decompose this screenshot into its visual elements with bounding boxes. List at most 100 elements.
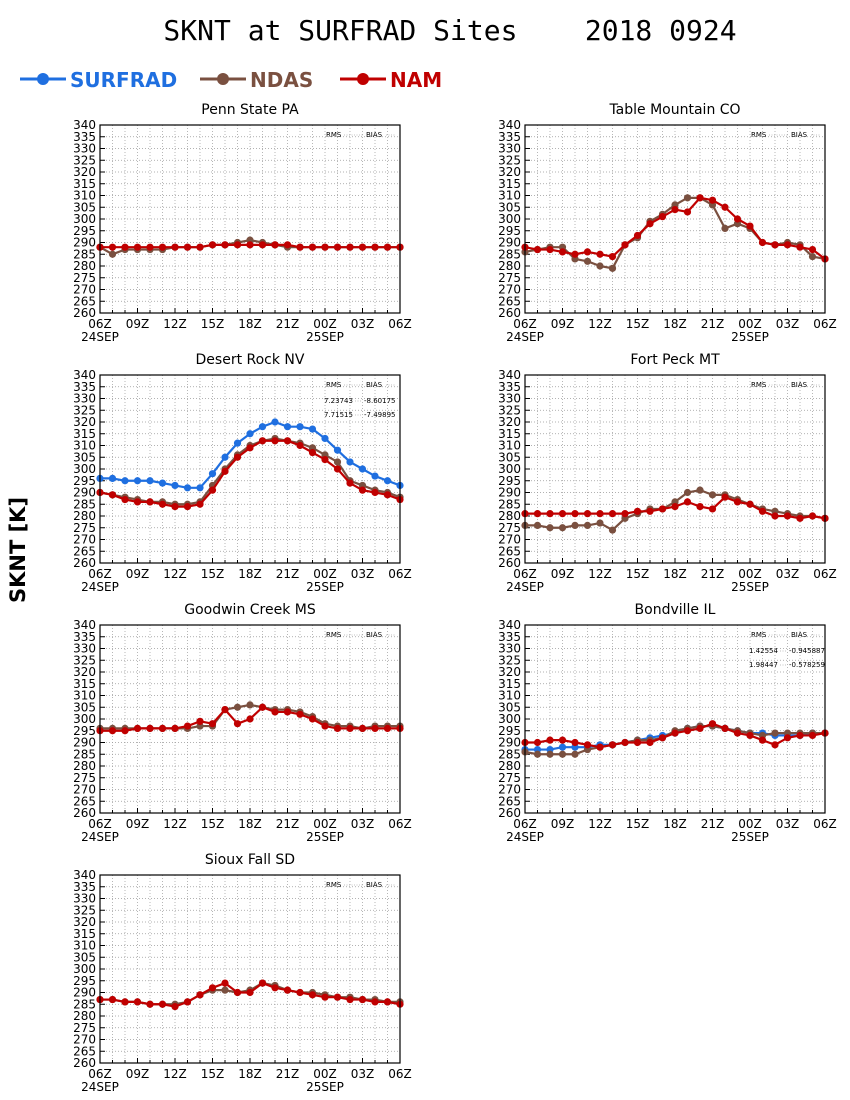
data-point-ndas xyxy=(596,519,604,527)
data-point-nam xyxy=(246,988,254,997)
data-point-nam xyxy=(596,510,604,518)
data-point-nam xyxy=(196,243,204,251)
data-point-nam xyxy=(183,722,192,730)
stats-header-bias: BIAS xyxy=(366,631,383,639)
y-tick-label: 330 xyxy=(498,142,521,156)
date-label: 24SEP xyxy=(506,830,544,844)
panel-title: Desert Rock NV xyxy=(196,352,305,368)
x-tick-label: 03Z xyxy=(776,567,800,581)
data-point-nam xyxy=(321,456,329,464)
data-point-surfrad xyxy=(271,418,279,426)
y-tick-label: 340 xyxy=(73,368,96,382)
plot-frame xyxy=(524,124,826,314)
data-point-nam xyxy=(783,241,792,249)
data-point-ndas xyxy=(808,253,817,261)
x-tick-label: 15Z xyxy=(201,1067,225,1081)
data-point-nam xyxy=(771,512,779,520)
date-label: 24SEP xyxy=(81,830,119,844)
data-point-nam xyxy=(796,731,804,740)
data-point-nam xyxy=(808,731,817,740)
data-point-nam xyxy=(771,241,779,249)
y-tick-label: 310 xyxy=(73,439,96,453)
panel-4: Goodwin Creek MS 260265270275280285290295… xyxy=(73,602,412,844)
y-tick-label: 280 xyxy=(73,509,96,523)
legend-marker-nam xyxy=(357,73,369,85)
data-point-ndas xyxy=(533,521,542,530)
y-tick-label: 330 xyxy=(73,642,96,656)
data-point-surfrad xyxy=(171,481,179,490)
y-tick-label: 265 xyxy=(498,794,521,808)
data-point-nam xyxy=(558,248,567,256)
data-point-nam xyxy=(358,995,367,1004)
x-tick-label: 06Z xyxy=(88,317,112,331)
y-tick-label: 310 xyxy=(73,689,96,703)
data-point-surfrad xyxy=(246,430,254,438)
x-tick-label: 12Z xyxy=(163,317,187,331)
data-point-nam xyxy=(671,503,679,511)
y-tick-label: 285 xyxy=(498,497,521,511)
legend-label-nam: NAM xyxy=(390,68,442,92)
data-point-nam xyxy=(146,1000,154,1008)
stats-rms-value: 1.98447 xyxy=(749,661,778,669)
data-point-nam xyxy=(158,724,167,733)
legend-label-surfrad: SURFRAD xyxy=(70,68,177,92)
date-label: 25SEP xyxy=(306,830,344,844)
y-tick-label: 280 xyxy=(498,759,521,773)
y-tick-label: 275 xyxy=(73,271,96,285)
data-point-ndas xyxy=(708,491,717,499)
y-tick-label: 325 xyxy=(73,153,96,167)
data-point-nam xyxy=(383,491,392,499)
data-point-nam xyxy=(221,467,229,475)
y-tick-label: 330 xyxy=(498,392,521,406)
data-point-nam xyxy=(708,196,717,204)
y-tick-label: 315 xyxy=(73,677,96,691)
y-tick-label: 325 xyxy=(498,153,521,167)
y-tick-label: 265 xyxy=(73,1044,96,1058)
x-tick-label: 06Z xyxy=(388,317,412,331)
y-tick-label: 275 xyxy=(498,771,521,785)
data-point-surfrad xyxy=(196,484,204,492)
data-point-nam xyxy=(208,486,217,494)
x-tick-label: 03Z xyxy=(351,817,375,831)
data-point-nam xyxy=(233,241,242,249)
data-point-nam xyxy=(321,722,329,730)
y-tick-label: 295 xyxy=(73,474,96,488)
data-point-nam xyxy=(808,512,817,520)
x-tick-label: 21Z xyxy=(276,317,300,331)
x-tick-label: 15Z xyxy=(626,317,650,331)
x-tick-label: 06Z xyxy=(813,567,837,581)
y-tick-label: 260 xyxy=(498,556,521,570)
y-tick-label: 335 xyxy=(498,380,521,394)
date-label: 24SEP xyxy=(506,580,544,594)
y-tick-label: 340 xyxy=(73,868,96,882)
data-point-surfrad xyxy=(183,484,192,492)
y-tick-label: 320 xyxy=(498,165,521,179)
data-point-nam xyxy=(671,206,679,214)
stats-header-bias: BIAS xyxy=(366,881,383,889)
y-tick-label: 265 xyxy=(498,544,521,558)
y-tick-label: 300 xyxy=(73,462,96,476)
y-tick-label: 260 xyxy=(498,306,521,320)
data-point-nam xyxy=(583,510,592,518)
y-tick-label: 280 xyxy=(498,259,521,273)
y-tick-label: 330 xyxy=(73,142,96,156)
data-point-nam xyxy=(333,465,342,473)
y-tick-label: 325 xyxy=(73,653,96,667)
data-point-nam xyxy=(346,479,354,487)
stats-bias-value: -0.578259 xyxy=(789,661,825,669)
y-tick-label: 320 xyxy=(73,415,96,429)
y-tick-label: 320 xyxy=(73,665,96,679)
data-point-ndas xyxy=(608,526,617,534)
data-point-nam xyxy=(258,437,267,445)
stats-header-rms: RMS xyxy=(751,631,767,639)
data-point-nam xyxy=(196,991,204,999)
stats-header-bias: BIAS xyxy=(366,131,383,139)
y-tick-label: 340 xyxy=(73,118,96,132)
data-point-nam xyxy=(646,738,654,747)
y-tick-label: 335 xyxy=(73,630,96,644)
stats-bias-value: -8.60175 xyxy=(364,397,395,405)
y-tick-label: 315 xyxy=(73,177,96,191)
data-point-nam xyxy=(658,213,667,221)
y-tick-label: 300 xyxy=(73,212,96,226)
data-point-surfrad xyxy=(158,479,167,487)
